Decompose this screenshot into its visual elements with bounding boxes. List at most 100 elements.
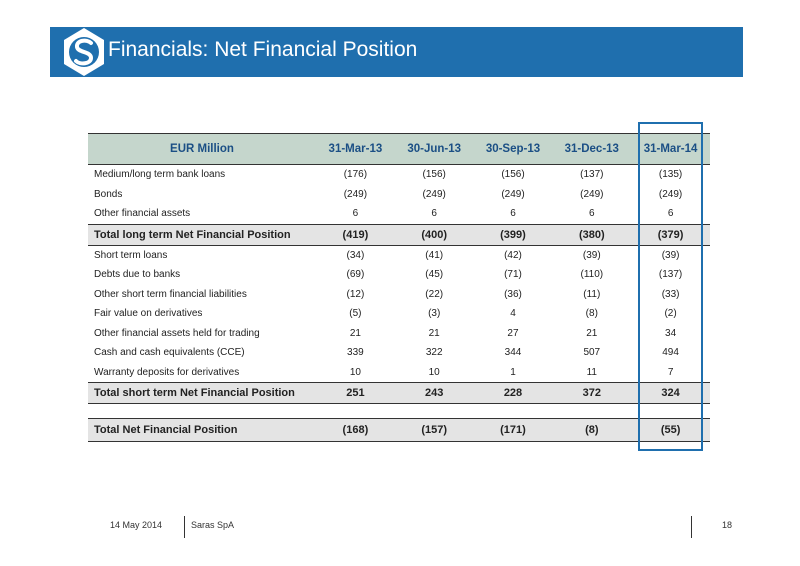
value-cell: 243	[394, 382, 474, 404]
value-cell: (8)	[585, 308, 598, 320]
value-cell: 1	[510, 366, 516, 378]
value-cell: (249)	[580, 188, 604, 200]
value-cell: (110)	[580, 269, 604, 281]
value-cell: (137)	[580, 169, 604, 181]
slide-title: Financials: Net Financial Position	[108, 38, 418, 61]
row-label: Total long term Net Financial Position	[88, 223, 316, 246]
table-row: Cash and cash equivalents (CCE) 339 322 344…	[88, 343, 710, 363]
value-cell: (3)	[428, 308, 441, 320]
value-cell: (249)	[658, 188, 683, 200]
value-cell: 6	[352, 208, 359, 220]
value-cell: (8)	[552, 418, 632, 442]
value-cell: (12)	[346, 288, 365, 300]
value-cell: 21	[349, 327, 361, 339]
value-cell: 6	[667, 208, 674, 220]
row-label: Total Net Financial Position	[88, 418, 316, 442]
row-label: Debts due to banks	[94, 269, 181, 281]
value-cell: 322	[425, 347, 443, 359]
table-row: Other short term financial liabilities (1…	[88, 285, 710, 305]
footer-divider	[691, 516, 692, 538]
value-cell: (249)	[422, 188, 446, 200]
value-cell: (71)	[504, 269, 522, 281]
column-header: 30-Jun-13	[394, 133, 474, 165]
value-cell: (36)	[504, 288, 522, 300]
value-cell: (39)	[661, 249, 680, 261]
value-cell: 372	[552, 382, 632, 404]
table-row: Warranty deposits for derivatives 10 10 1 11…	[88, 363, 710, 383]
value-cell: 344	[504, 347, 522, 359]
value-cell: (45)	[425, 269, 444, 281]
row-label: Warranty deposits for derivatives	[94, 366, 240, 378]
value-cell: (157)	[394, 418, 474, 442]
value-cell: 251	[316, 382, 395, 404]
saras-logo-icon	[64, 28, 104, 76]
row-label: Total short term Net Financial Position	[88, 382, 316, 404]
table-row: Bonds (249) (249) (249) (249) (249)	[88, 185, 710, 205]
table-row: Other financial assets 6 6 6 6 6	[88, 204, 710, 224]
table-row: Short term loans (34) (41) (42) (39) (39)	[88, 245, 710, 265]
value-cell: 11	[586, 366, 597, 378]
net-financial-position-table: EUR Million 31-Mar-13 30-Jun-13 30-Sep-1…	[88, 133, 710, 442]
row-label: Medium/long term bank loans	[94, 169, 226, 181]
value-cell: (419)	[316, 223, 395, 246]
row-label: Short term loans	[94, 249, 168, 261]
value-cell: (379)	[631, 223, 710, 246]
value-cell: (41)	[425, 249, 444, 261]
value-cell: 6	[589, 208, 595, 220]
column-header: 31-Dec-13	[552, 133, 632, 165]
value-cell: (171)	[473, 418, 553, 442]
spacer-cell	[88, 403, 710, 419]
value-cell: (156)	[501, 169, 525, 181]
table-total-row: Total long term Net Financial Position (4…	[88, 223, 710, 246]
value-cell: (42)	[504, 249, 522, 261]
column-header: EUR Million	[88, 133, 316, 165]
row-label: Cash and cash equivalents (CCE)	[94, 347, 245, 359]
value-cell: (249)	[343, 188, 368, 200]
value-cell: 10	[349, 366, 361, 378]
value-cell: (400)	[394, 223, 474, 246]
table-row: Debts due to banks (69) (45) (71) (110) (137)	[88, 265, 710, 285]
value-cell: (399)	[473, 223, 553, 246]
value-cell: (39)	[582, 249, 601, 261]
value-cell: 339	[347, 347, 364, 359]
value-cell: 21	[586, 327, 598, 339]
value-cell: 324	[631, 382, 710, 404]
value-cell: 6	[431, 208, 437, 220]
value-cell: 4	[510, 308, 516, 320]
column-header: 31-Mar-14	[631, 133, 710, 165]
value-cell: 10	[428, 366, 440, 378]
column-header: 31-Mar-13	[316, 133, 395, 165]
value-cell: (2)	[664, 308, 677, 320]
value-cell: (55)	[631, 418, 710, 442]
value-cell: (69)	[346, 269, 365, 281]
row-label: Other financial assets	[94, 208, 191, 220]
value-cell: (156)	[422, 169, 446, 181]
value-cell: (380)	[552, 223, 632, 246]
value-cell: (11)	[583, 288, 601, 300]
table-total-row: Total Net Financial Position (168) (157) (1…	[88, 418, 710, 442]
table-row: Other financial assets held for trading 2…	[88, 324, 710, 344]
value-cell: 6	[510, 208, 516, 220]
table-row: Fair value on derivatives (5) (3) 4 (8) (2)	[88, 304, 710, 324]
column-header: 30-Sep-13	[473, 133, 553, 165]
value-cell: (137)	[658, 269, 683, 281]
value-cell: (135)	[658, 169, 683, 181]
value-cell: 507	[583, 347, 601, 359]
value-cell: (249)	[501, 188, 525, 200]
value-cell: (22)	[425, 288, 444, 300]
value-cell: (176)	[343, 169, 368, 181]
table-spacer-row	[88, 403, 710, 419]
row-label: Fair value on derivatives	[94, 308, 203, 320]
value-cell: 228	[473, 382, 553, 404]
footer-date: 14 May 2014	[110, 520, 163, 530]
value-cell: 27	[507, 327, 519, 339]
value-cell: (5)	[349, 308, 362, 320]
value-cell: (34)	[346, 249, 365, 261]
value-cell: 494	[662, 347, 679, 359]
table-total-row: Total short term Net Financial Position 2…	[88, 382, 710, 404]
value-cell: (33)	[661, 288, 680, 300]
row-label: Other short term financial liabilities	[94, 288, 247, 300]
value-cell: 7	[667, 366, 674, 378]
row-label: Other financial assets held for trading	[94, 327, 260, 339]
row-label: Bonds	[94, 188, 123, 200]
